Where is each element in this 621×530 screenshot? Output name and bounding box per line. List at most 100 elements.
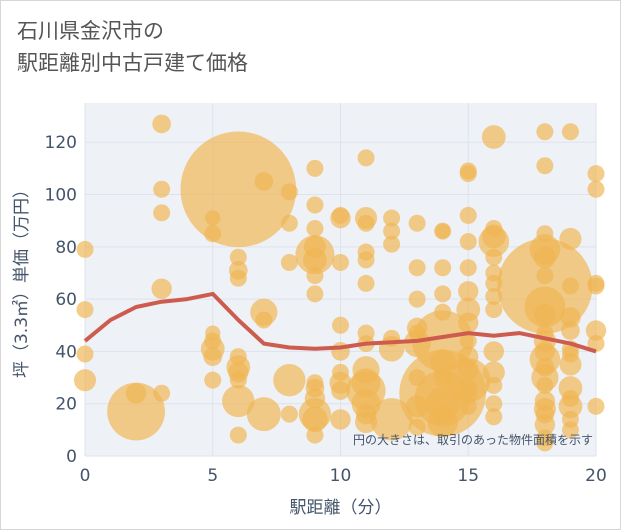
data-bubble xyxy=(536,434,554,452)
data-bubble xyxy=(383,222,401,240)
data-bubble xyxy=(406,395,429,418)
data-bubble xyxy=(485,248,503,266)
data-bubble xyxy=(331,381,350,400)
y-tick-label: 0 xyxy=(66,447,77,467)
data-bubble xyxy=(587,335,605,353)
data-bubble xyxy=(107,382,165,441)
data-bubble xyxy=(153,384,171,402)
data-bubble xyxy=(125,383,147,404)
data-bubble xyxy=(357,251,375,269)
data-bubble xyxy=(459,165,477,183)
data-bubble xyxy=(370,398,413,441)
data-bubble xyxy=(459,397,477,415)
data-bubble xyxy=(76,345,94,363)
chart-title-line-1: 石川県金沢市の xyxy=(17,19,164,43)
data-bubble xyxy=(560,307,581,328)
data-bubble xyxy=(585,320,607,341)
data-bubble xyxy=(151,278,172,299)
data-bubble xyxy=(534,341,556,362)
chart-title-line-2: 駅距離別中古戸建て価格 xyxy=(17,51,248,75)
data-bubble xyxy=(485,408,503,426)
data-bubble xyxy=(485,376,503,394)
data-bubble xyxy=(76,240,94,258)
chart-title: 石川県金沢市の 駅距離別中古戸建て価格 xyxy=(17,15,248,79)
data-bubble xyxy=(559,227,582,251)
data-bubble xyxy=(434,303,452,321)
data-bubble xyxy=(408,214,426,232)
x-tick-label: 0 xyxy=(80,466,91,486)
data-bubble xyxy=(561,321,580,340)
data-bubble xyxy=(535,404,555,424)
x-tick-label: 5 xyxy=(207,466,218,486)
y-tick-label: 20 xyxy=(55,395,77,415)
y-tick-label: 100 xyxy=(45,186,77,206)
data-bubble xyxy=(306,159,324,177)
y-tick-label: 80 xyxy=(55,238,77,258)
data-bubble xyxy=(280,405,298,423)
data-bubble xyxy=(458,359,479,380)
y-axis-ticks: 0 20 40 60 80 100 120 xyxy=(45,133,77,467)
average-price-trend-line xyxy=(83,291,597,354)
data-bubble xyxy=(205,325,221,341)
data-bubble xyxy=(408,259,426,277)
data-bubble xyxy=(561,389,579,407)
data-bubble xyxy=(481,125,506,149)
data-bubble xyxy=(429,349,456,375)
data-bubble xyxy=(222,384,255,418)
data-bubble xyxy=(459,206,477,224)
data-bubble xyxy=(536,157,554,175)
data-bubble xyxy=(306,196,324,214)
data-bubble xyxy=(533,303,556,326)
data-bubble xyxy=(357,214,375,232)
grid-lines xyxy=(84,103,597,457)
data-bubble xyxy=(229,371,247,389)
bubble-size-note: 円の大きさは、取引のあった物件面積を示す xyxy=(353,432,593,447)
data-bubble xyxy=(536,123,554,141)
data-bubble xyxy=(332,316,349,334)
data-bubble xyxy=(485,274,503,292)
data-bubble xyxy=(306,374,324,392)
data-bubble xyxy=(435,223,451,239)
data-bubble xyxy=(485,395,503,413)
data-bubble xyxy=(561,123,579,141)
data-bubble xyxy=(280,254,298,272)
data-bubble xyxy=(306,426,324,444)
y-tick-label: 60 xyxy=(55,290,77,310)
data-bubble xyxy=(536,225,554,243)
data-bubble xyxy=(412,310,474,372)
data-bubble xyxy=(73,369,97,392)
data-bubble xyxy=(332,363,349,381)
data-bubble xyxy=(330,409,351,430)
bubble-series xyxy=(73,114,607,452)
y-axis-label: 坪（3.3㎡）単価（万円） xyxy=(12,181,32,378)
data-bubble xyxy=(332,206,349,224)
x-axis-label: 駅距離（分） xyxy=(290,498,392,518)
data-bubble xyxy=(587,165,605,183)
data-bubble xyxy=(355,403,377,425)
data-bubble xyxy=(587,277,605,295)
data-bubble xyxy=(536,376,554,394)
data-bubble xyxy=(458,312,479,333)
data-bubble xyxy=(203,347,223,366)
data-bubble xyxy=(408,324,426,342)
data-bubble xyxy=(246,397,281,432)
data-bubble xyxy=(76,301,94,319)
x-tick-label: 10 xyxy=(330,466,352,486)
x-tick-label: 20 xyxy=(585,466,607,486)
data-bubble xyxy=(229,269,247,287)
data-bubble xyxy=(153,180,171,198)
data-bubble xyxy=(408,418,426,436)
data-bubble xyxy=(204,225,222,243)
data-bubble xyxy=(332,254,349,272)
data-bubble xyxy=(254,172,274,191)
data-bubble xyxy=(432,403,453,425)
data-bubble xyxy=(255,311,273,329)
data-bubble xyxy=(535,357,555,377)
data-bubble xyxy=(229,248,247,266)
data-bubble xyxy=(483,341,504,362)
data-bubble xyxy=(153,204,171,222)
data-bubble xyxy=(205,210,221,226)
data-bubble xyxy=(433,368,453,387)
data-bubble xyxy=(352,356,380,384)
